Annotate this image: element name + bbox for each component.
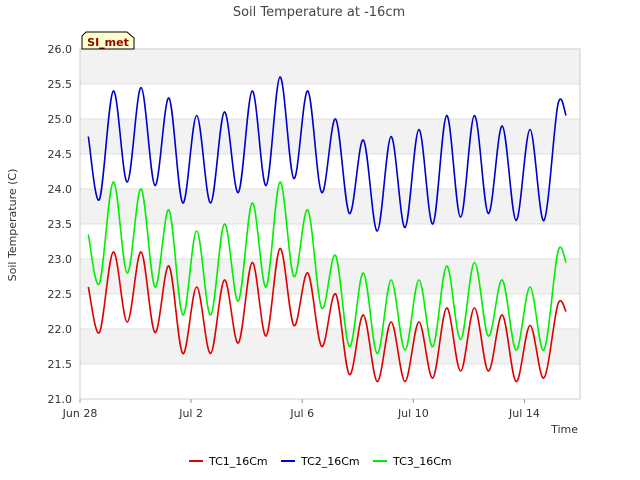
background-band <box>80 49 580 84</box>
y-tick-label: 24.5 <box>48 148 73 161</box>
x-axis-label: Time <box>550 423 578 436</box>
y-tick-label: 25.5 <box>48 78 73 91</box>
background-band <box>80 329 580 364</box>
legend-label: TC2_16Cm <box>300 455 360 468</box>
series-line-tc3-16cm <box>87 181 567 355</box>
x-tick-label: Jul 6 <box>289 407 314 420</box>
y-tick-label: 25.0 <box>48 113 73 126</box>
y-tick-label: 21.5 <box>48 358 73 371</box>
plot-frame <box>79 48 581 400</box>
y-tick-label: 22.5 <box>48 288 73 301</box>
y-tick-label: 23.0 <box>48 253 73 266</box>
background-bands <box>80 49 580 364</box>
site-badge-box <box>81 31 135 50</box>
series-lines <box>87 76 567 383</box>
y-tick-label: 26.0 <box>48 43 73 56</box>
y-tick-label: 23.5 <box>48 218 73 231</box>
x-tick-label: Jul 2 <box>178 407 203 420</box>
y-tick-label: 24.0 <box>48 183 73 196</box>
y-axis-label: Soil Temperature (C) <box>6 169 19 282</box>
site-badge: SI_met <box>81 31 135 50</box>
y-axis-ticks: 21.0 21.5 22.0 22.5 23.0 23.5 24.0 24.5 25.0 25.5… <box>48 43 73 406</box>
x-tick-label: Jun 28 <box>62 407 98 420</box>
y-tick-label: 21.0 <box>48 393 73 406</box>
y-tick-label: 22.0 <box>48 323 73 336</box>
background-band <box>80 189 580 224</box>
legend-label: TC1_16Cm <box>208 455 268 468</box>
x-axis-ticks: Jun 28 Jul 2 Jul 6 Jul 10 Jul 14 <box>62 399 540 420</box>
legend-label: TC3_16Cm <box>392 455 452 468</box>
chart-title: Soil Temperature at -16cm <box>233 5 405 20</box>
series-line-tc1-16cm <box>87 247 567 383</box>
site-badge-label: SI_met <box>87 36 129 49</box>
series-line-tc2-16cm <box>87 76 567 232</box>
x-tick-label: Jul 10 <box>397 407 429 420</box>
x-tick-label: Jul 14 <box>508 407 540 420</box>
legend: TC1_16Cm TC2_16Cm TC3_16Cm <box>189 455 452 468</box>
